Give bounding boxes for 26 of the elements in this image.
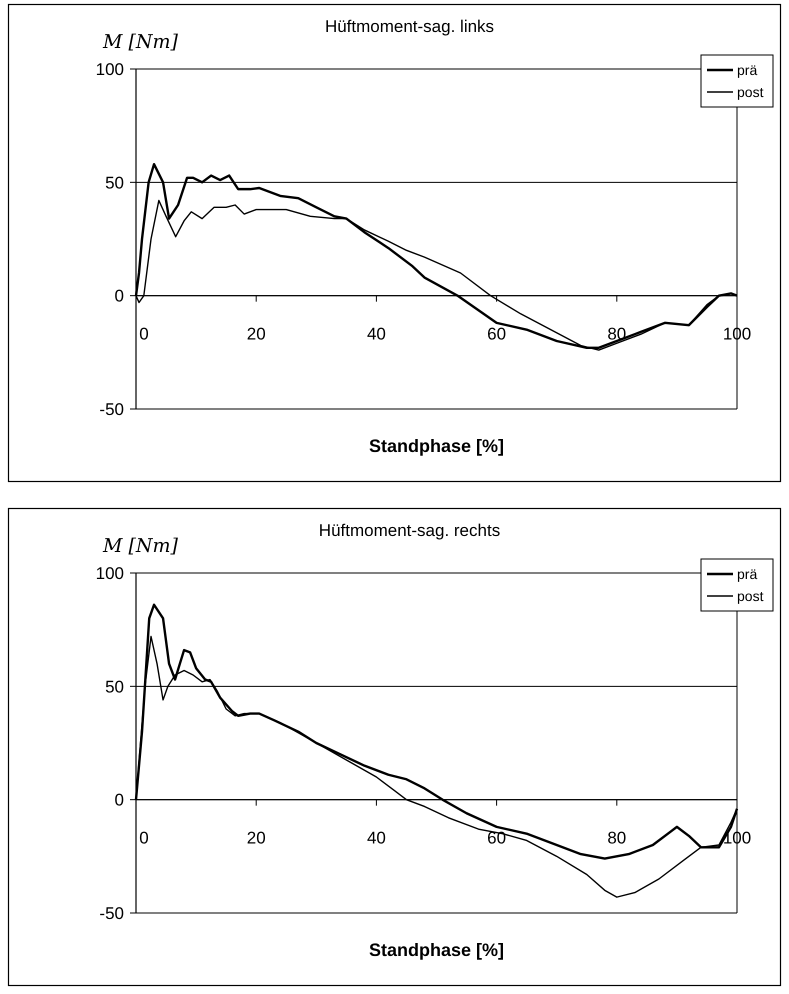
y-tick-label: -50 [99,904,124,923]
x-tick-label: 20 [246,828,266,848]
x-axis-title: Standphase [%] [368,436,504,456]
x-axis-title: Standphase [%] [368,940,504,960]
x-tick-label: 0 [139,324,149,344]
legend-label: post [737,588,764,604]
legend-label: post [737,84,764,100]
x-tick-label: 40 [366,324,386,344]
y-axis-title: M [Nm] [102,31,179,53]
x-tick-label: 60 [487,324,506,344]
y-tick-label: 0 [114,790,124,810]
x-tick-label: 40 [366,828,386,848]
x-tick-label: 0 [139,828,149,848]
x-tick-label: 80 [607,828,626,848]
x-tick-label: 20 [246,324,266,344]
legend-label: prä [737,62,758,78]
y-tick-label: -50 [99,400,124,419]
y-tick-label: 100 [96,564,124,583]
y-tick-label: 100 [96,60,124,79]
y-tick-label: 0 [114,286,124,306]
y-tick-label: 50 [105,677,124,696]
y-tick-label: 50 [105,173,124,192]
legend-label: prä [737,566,758,582]
chart-title: Hüftmoment-sag. links [324,17,494,36]
chart-title: Hüftmoment-sag. rechts [318,521,500,540]
y-axis-title: M [Nm] [102,535,179,557]
